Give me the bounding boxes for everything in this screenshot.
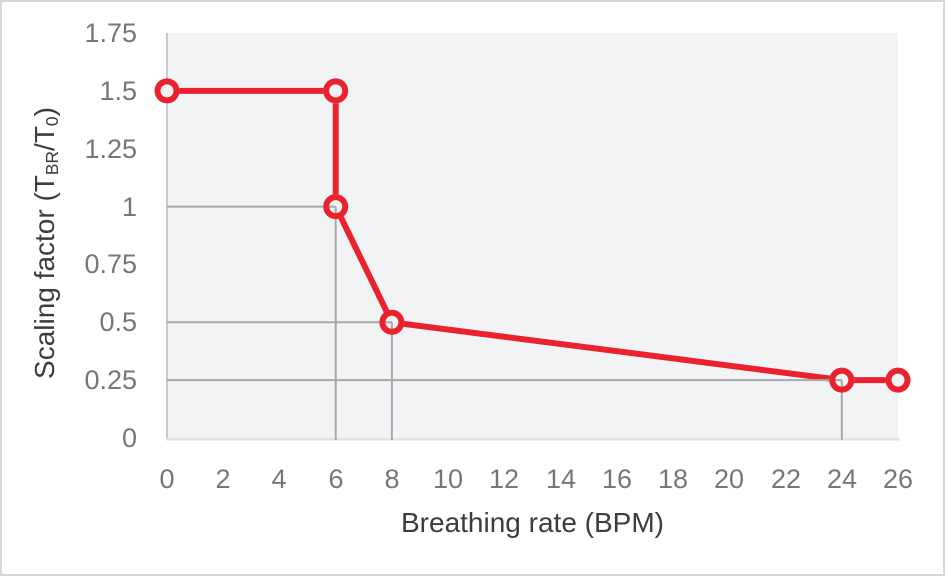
x-tick-label: 6 [328,464,344,494]
data-point-marker [323,194,349,220]
data-point-marker [885,367,911,393]
x-tick-label: 12 [488,464,520,494]
y-tick-label: 0.25 [84,365,137,395]
x-tick-label: 4 [271,464,287,494]
y-axis-title-sub-br: BR [41,150,62,176]
data-point-marker [829,367,855,393]
y-axis-title-slash: /T [29,126,60,151]
x-tick-label: 24 [826,464,858,494]
y-tick-label: 0.5 [99,307,137,337]
x-tick-label: 20 [713,464,745,494]
x-tick-label: 10 [432,464,464,494]
x-tick-label: 14 [545,464,577,494]
x-tick-label: 2 [215,464,231,494]
x-tick-label: 18 [657,464,689,494]
y-axis-title-sub-0: 0 [41,116,62,127]
x-tick-label: 26 [882,464,914,494]
y-axis-title-text: Scaling factor (T [29,175,60,379]
data-point-marker [323,78,349,104]
y-axis-title-close: ) [29,107,60,117]
x-tick-label: 0 [159,464,175,494]
y-tick-label: 1.25 [84,134,137,164]
x-tick-label: 16 [601,464,633,494]
x-axis-title: Breathing rate (BPM) [401,507,664,538]
y-tick-label: 1.75 [84,18,137,48]
data-point-marker [154,78,180,104]
x-tick-label: 22 [770,464,802,494]
y-tick-label: 0.75 [84,249,137,279]
y-tick-label: 0 [121,423,137,453]
data-point-marker [379,309,405,335]
y-tick-label: 1.5 [99,76,137,106]
x-tick-label: 8 [384,464,400,494]
y-tick-label: 1 [121,192,137,222]
y-axis-title: Scaling factor (TBR/T0) [27,0,63,493]
